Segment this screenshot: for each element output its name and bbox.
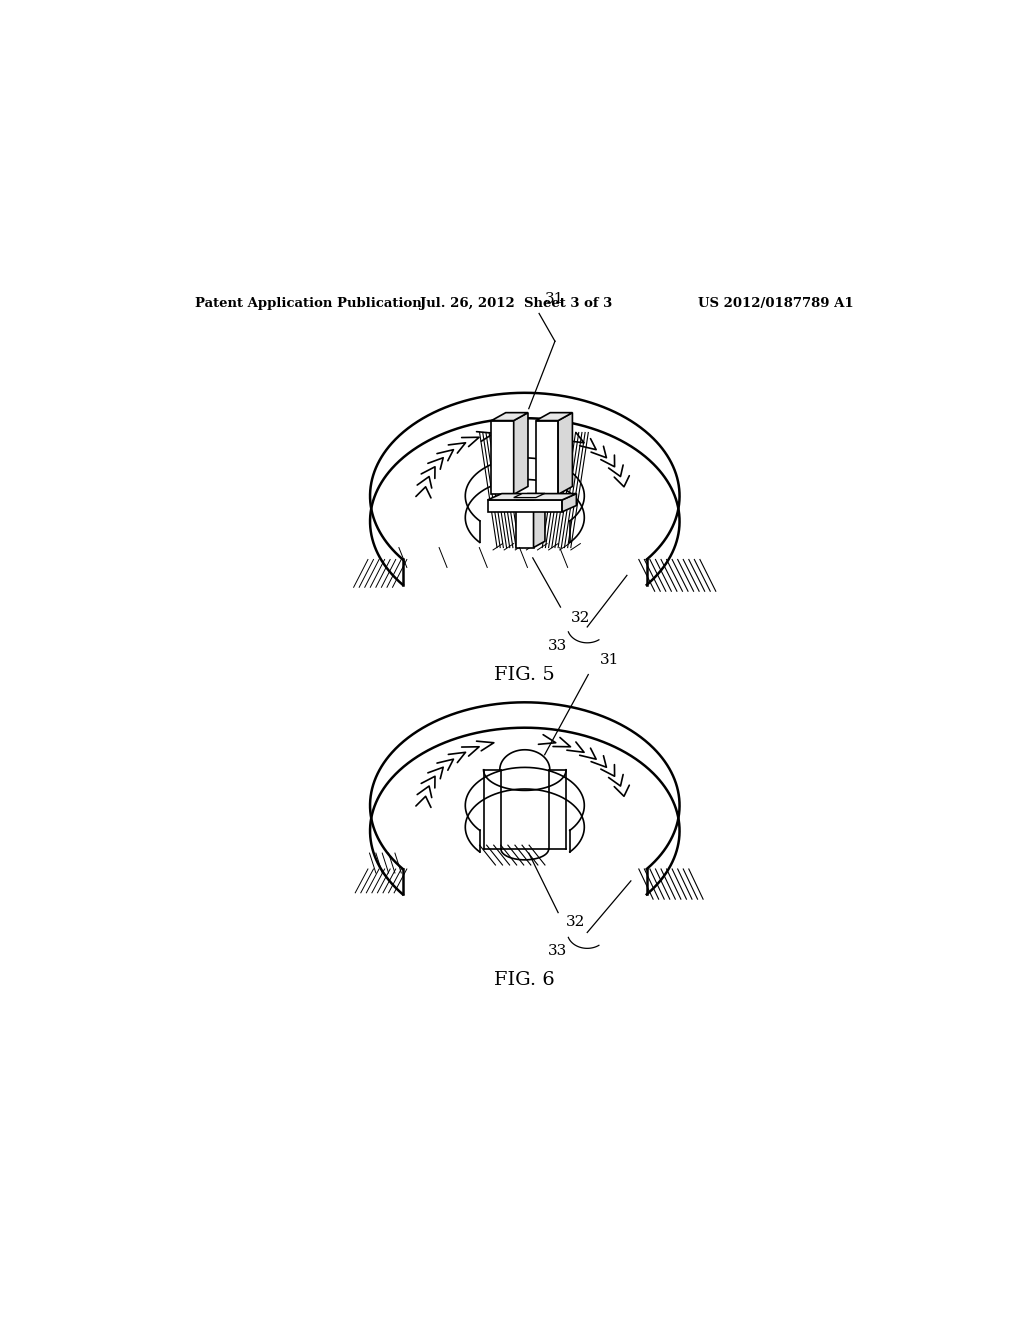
Polygon shape [516, 494, 545, 500]
Text: Jul. 26, 2012  Sheet 3 of 3: Jul. 26, 2012 Sheet 3 of 3 [420, 297, 612, 310]
Text: 32: 32 [570, 611, 590, 626]
Polygon shape [492, 421, 514, 495]
Text: FIG. 5: FIG. 5 [495, 665, 555, 684]
Polygon shape [534, 494, 545, 548]
Polygon shape [492, 413, 528, 421]
Polygon shape [487, 494, 577, 500]
Polygon shape [514, 494, 545, 498]
Polygon shape [536, 413, 572, 421]
Text: 32: 32 [566, 915, 586, 929]
Text: 31: 31 [545, 292, 564, 305]
Polygon shape [487, 500, 562, 512]
Polygon shape [562, 494, 577, 512]
Polygon shape [558, 413, 572, 495]
Text: FIG. 6: FIG. 6 [495, 972, 555, 989]
Text: US 2012/0187789 A1: US 2012/0187789 A1 [697, 297, 853, 310]
Polygon shape [536, 421, 558, 495]
Text: 33: 33 [548, 944, 567, 958]
Polygon shape [514, 413, 528, 495]
Text: 33: 33 [548, 639, 567, 653]
Text: 31: 31 [600, 652, 620, 667]
Text: Patent Application Publication: Patent Application Publication [196, 297, 422, 310]
Polygon shape [516, 500, 534, 548]
